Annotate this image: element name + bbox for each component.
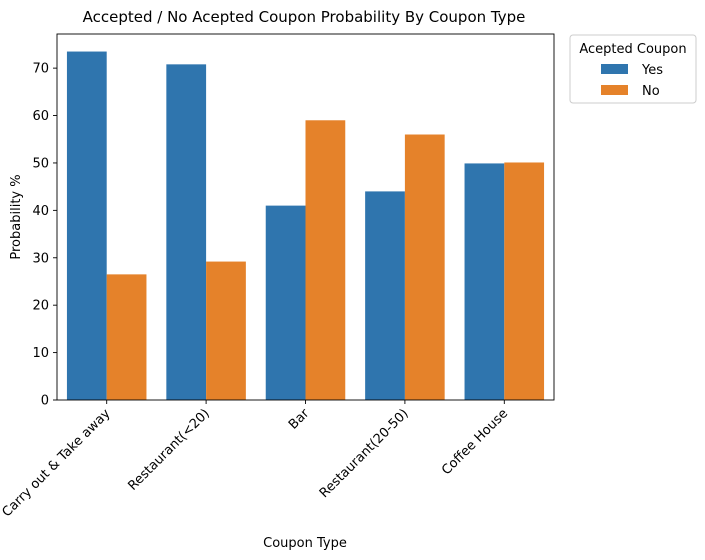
x-axis-label: Coupon Type: [263, 536, 347, 551]
y-tick-label: 10: [32, 346, 49, 361]
y-tick-label: 50: [32, 156, 49, 171]
bar-yes-2: [265, 205, 306, 400]
bar-no-4: [504, 162, 545, 400]
legend-swatch-yes: [601, 64, 628, 74]
y-tick-label: 30: [32, 251, 49, 266]
plot-frame: [56, 33, 555, 401]
legend-label-no: No: [642, 84, 660, 99]
y-tick-label: 40: [32, 204, 49, 219]
bar-no-3: [404, 134, 445, 400]
bar-yes-0: [66, 51, 107, 400]
bar-yes-1: [166, 64, 207, 400]
x-tick-label: Carry out & Take away: [0, 406, 114, 520]
y-tick-label: 20: [32, 299, 49, 314]
bars-group: [66, 51, 545, 400]
bar-no-2: [305, 120, 346, 400]
bar-no-1: [206, 261, 246, 400]
bar-no-0: [106, 274, 147, 400]
legend-swatch-no: [601, 85, 628, 95]
y-tick-label: 0: [41, 394, 49, 409]
legend-title: Acepted Coupon: [579, 42, 686, 57]
y-tick-label: 70: [32, 62, 49, 77]
legend-label-yes: Yes: [641, 63, 663, 78]
x-tick-label: Restaurant(20-50): [317, 406, 412, 501]
chart-title: Accepted / No Acepted Coupon Probability…: [83, 8, 526, 26]
bar-yes-4: [464, 163, 505, 400]
bar-yes-3: [365, 191, 405, 400]
y-axis-label: Probability %: [9, 174, 24, 259]
y-axis-ticks: 0 10 20 30 40 50 60 70: [32, 62, 57, 409]
x-axis-ticks: Carry out & Take away Restaurant(<20) Bar R…: [0, 400, 511, 520]
x-tick-label: Coffee House: [439, 406, 511, 478]
legend-items: Yes No: [601, 63, 663, 99]
y-tick-label: 60: [32, 109, 49, 124]
x-tick-label: Restaurant(<20): [125, 406, 213, 494]
x-tick-label: Bar: [286, 406, 313, 433]
legend[interactable]: Acepted Coupon Yes No: [569, 34, 697, 104]
